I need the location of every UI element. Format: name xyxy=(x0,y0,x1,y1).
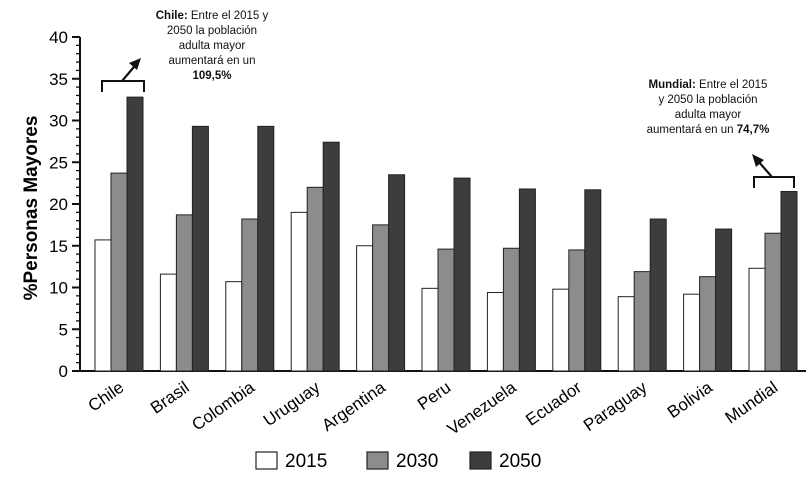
chile-annotation: Chile: Entre el 2015 y 2050 la población… xyxy=(132,9,292,84)
bar-brasil-2050 xyxy=(191,125,209,372)
bar-paraguay-2050 xyxy=(649,218,667,372)
x-tick-label-ecuador: Ecuador xyxy=(522,378,585,430)
bar-uruguay-2015 xyxy=(290,211,308,372)
legend-swatch-2015 xyxy=(255,451,278,470)
x-tick-label-chile: Chile xyxy=(85,378,128,416)
bar-mundial-2015 xyxy=(748,267,766,372)
legend-label-2015: 2015 xyxy=(285,451,327,472)
bar-chile-2030 xyxy=(110,172,128,372)
bar-colombia-2015 xyxy=(225,281,243,372)
y-tick-label: 30 xyxy=(49,112,68,131)
legend-swatch-2030 xyxy=(366,451,389,470)
bar-brasil-2015 xyxy=(159,273,177,372)
chile-annotation-text-3: adulta mayor xyxy=(178,40,246,52)
mundial-bracket xyxy=(753,176,795,188)
y-tick-label: 20 xyxy=(49,195,68,214)
x-tick-label-argentina: Argentina xyxy=(318,377,389,435)
y-tick-label: 0 xyxy=(59,362,68,381)
bar-venezuela-2030 xyxy=(502,247,520,372)
y-tick-label: 35 xyxy=(49,70,68,89)
chile-arrow-head xyxy=(129,58,141,70)
bar-ecuador-2015 xyxy=(552,288,570,372)
bar-peru-2030 xyxy=(437,248,455,372)
mundial-annotation-text-3: adulta mayor xyxy=(674,109,742,121)
x-tick-label-venezuela: Venezuela xyxy=(444,377,520,438)
x-tick-label-mundial: Mundial xyxy=(722,378,782,428)
x-tick-label-brasil: Brasil xyxy=(147,378,193,418)
x-tick-label-paraguay: Paraguay xyxy=(580,377,651,435)
mundial-annotation-text-4: aumentará en un xyxy=(646,124,734,136)
bar-colombia-2050 xyxy=(257,125,275,372)
bar-mundial-2050 xyxy=(780,190,798,372)
legend: 2015 2030 2050 xyxy=(255,451,541,472)
bar-peru-2050 xyxy=(453,177,471,372)
y-tick-label: 15 xyxy=(49,237,68,256)
callouts xyxy=(101,58,795,188)
bar-argentina-2015 xyxy=(356,245,374,372)
bar-chile-2050 xyxy=(126,96,144,372)
bar-brasil-2030 xyxy=(175,214,193,372)
y-tick-label: 5 xyxy=(59,320,68,339)
y-tick-label: 25 xyxy=(49,153,68,172)
y-axis-label: %Personas Mayores xyxy=(21,116,42,301)
chile-annotation-value: 109,5% xyxy=(192,70,232,82)
bar-paraguay-2015 xyxy=(617,296,635,372)
legend-label-2050: 2050 xyxy=(499,451,541,472)
bar-argentina-2030 xyxy=(372,224,390,372)
x-tick-label-uruguay: Uruguay xyxy=(260,377,324,430)
bar-ecuador-2050 xyxy=(584,189,602,372)
x-tick-label-colombia: Colombia xyxy=(188,377,258,434)
chile-annotation-bold: Chile: xyxy=(155,10,188,22)
bar-argentina-2050 xyxy=(388,174,406,372)
chile-annotation-text-1: Entre el 2015 y xyxy=(190,10,269,22)
bar-bolivia-2015 xyxy=(683,293,701,372)
mundial-annotation-bold: Mundial: xyxy=(648,79,696,91)
legend-label-2030: 2030 xyxy=(396,451,438,472)
bar-uruguay-2030 xyxy=(306,186,324,372)
bar-venezuela-2050 xyxy=(518,188,536,372)
bar-bolivia-2050 xyxy=(715,228,733,372)
bar-venezuela-2015 xyxy=(486,292,504,372)
bars xyxy=(94,96,798,372)
bar-bolivia-2030 xyxy=(699,276,717,372)
chile-annotation-text-2: 2050 la población xyxy=(166,25,258,37)
bar-colombia-2030 xyxy=(241,218,259,372)
bar-ecuador-2030 xyxy=(568,249,586,372)
bar-paraguay-2030 xyxy=(633,271,651,372)
bar-chile-2015 xyxy=(94,239,112,372)
mundial-annotation-text-1: Entre el 2015 xyxy=(699,79,768,91)
legend-swatch-2050 xyxy=(469,451,492,470)
bar-peru-2015 xyxy=(421,287,439,372)
mundial-annotation-value: 74,7% xyxy=(736,124,770,136)
chile-annotation-text-4: aumentará en un xyxy=(168,55,256,67)
y-tick-label: 10 xyxy=(49,279,68,298)
mundial-arrow xyxy=(757,160,773,178)
bar-mundial-2030 xyxy=(764,232,782,372)
mundial-annotation: Mundial: Entre el 2015 y 2050 la poblaci… xyxy=(620,78,796,138)
x-tick-label-bolivia: Bolivia xyxy=(664,377,716,422)
y-tick-label: 40 xyxy=(49,28,68,47)
mundial-annotation-text-2: y 2050 la población xyxy=(658,94,758,106)
mundial-arrow-head xyxy=(752,154,764,167)
bar-uruguay-2050 xyxy=(322,141,340,372)
x-tick-label-peru: Peru xyxy=(414,378,454,414)
